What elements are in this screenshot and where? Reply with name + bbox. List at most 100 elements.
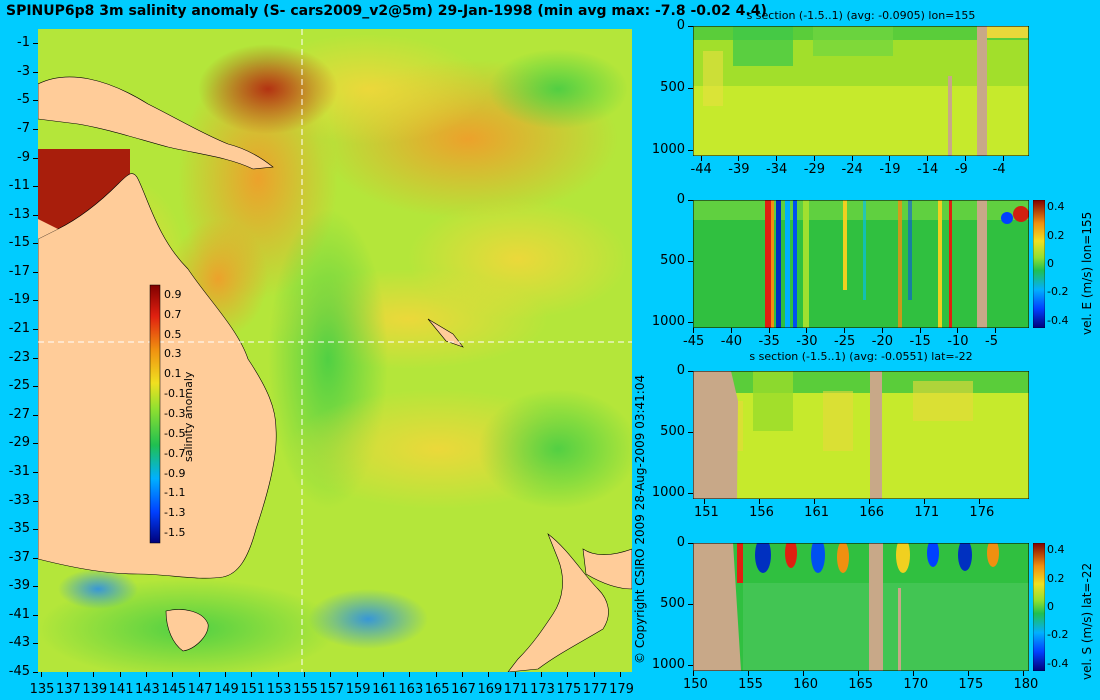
map-y-tick: [33, 71, 38, 73]
section-y-tick: [688, 26, 693, 27]
map-y-tick: [33, 529, 38, 531]
vel-e-section: [693, 200, 1029, 328]
map-y-tick-label: -29: [8, 435, 30, 451]
map-y-tick-label: -5: [17, 92, 30, 108]
panel-1-title: s section (-1.5..1) (avg: -0.0905) lon=1…: [746, 9, 976, 22]
map-y-tick: [33, 357, 38, 359]
section-x-tick-label: -14: [917, 162, 939, 177]
map-y-tick: [33, 243, 38, 245]
map-y-tick-label: -3: [17, 63, 30, 79]
map-y-tick: [33, 672, 38, 673]
section-x-tick-label: 151: [694, 505, 719, 520]
vel-s-colorbar: [1033, 543, 1045, 671]
map-x-tick-label: 159: [345, 682, 371, 697]
vel-s-section: [693, 543, 1029, 671]
salinity-colorbar-tick: -0.5: [164, 426, 186, 440]
section-x-tick-label: 180: [1013, 677, 1039, 692]
section-x-tick-label: 150: [683, 677, 708, 692]
section-x-tick-label: -25: [834, 334, 856, 349]
salinity-colorbar-tick: -0.1: [164, 387, 186, 401]
map-y-tick-label: -9: [17, 149, 30, 165]
salinity-colorbar-tick: 0.5: [164, 327, 182, 341]
section-x-tick: [869, 499, 871, 504]
map-y-tick-label: -39: [8, 578, 30, 594]
section-x-tick-label: -40: [720, 334, 742, 349]
salinity-colorbar-tick: 0.7: [164, 307, 182, 321]
section-x-tick: [768, 328, 770, 333]
map-x-tick: [66, 672, 68, 677]
map-x-tick: [383, 672, 385, 677]
map-y-tick: [33, 557, 38, 559]
map-x-tick: [356, 672, 358, 677]
section-x-tick: [704, 499, 706, 504]
velocity-colorbar-tick: 0.4: [1047, 543, 1065, 557]
map-y-tick: [33, 300, 38, 302]
section-x-tick-label: -4: [992, 162, 1006, 177]
map-y-tick: [33, 586, 38, 588]
map-x-tick: [541, 672, 543, 677]
map-y-tick-label: -1: [17, 35, 30, 51]
section-y-tick: [688, 87, 693, 89]
section-x-tick: [738, 156, 740, 161]
section-x-tick: [748, 671, 750, 676]
map-y-tick: [33, 471, 38, 473]
section-y-tick-label: 1000: [651, 656, 685, 672]
section-x-tick-label: -5: [985, 334, 998, 349]
map-y-tick: [33, 443, 38, 445]
map-y-tick-label: -45: [8, 664, 30, 679]
map-y-tick-label: -19: [8, 292, 30, 308]
section-x-tick: [1023, 671, 1025, 676]
section-x-tick: [957, 328, 959, 333]
section-x-tick: [889, 156, 891, 161]
map-x-tick-label: 137: [55, 682, 81, 697]
section-y-tick: [688, 321, 693, 323]
section-x-tick: [844, 328, 845, 333]
section-y-tick-label: 0: [676, 535, 685, 550]
section-x-tick-label: -35: [758, 334, 780, 349]
map-x-tick: [277, 672, 279, 677]
velocity-colorbar-tick: 0: [1047, 600, 1054, 613]
panel-3-title: s section (-1.5..1) (avg: -0.0551) lat=-…: [749, 350, 973, 363]
velocity-colorbar-tick: -0.2: [1047, 285, 1069, 299]
section-x-tick: [858, 671, 860, 676]
section-x-tick: [968, 671, 970, 676]
figure-title: SPINUP6p8 3m salinity anomaly (S- cars20…: [6, 3, 767, 19]
map-y-tick-label: -35: [8, 521, 30, 537]
map-y-tick: [33, 186, 38, 188]
salinity-colorbar-tick: 0.1: [164, 367, 182, 381]
land-new-zealand: [507, 533, 609, 672]
section-x-tick: [730, 328, 732, 333]
section-y-tick: [688, 664, 693, 666]
salinity-colorbar-tick: -1.3: [164, 506, 186, 520]
map-x-tick-label: 151: [240, 682, 266, 697]
section-x-tick: [913, 671, 915, 676]
s-section-lon: [693, 26, 1029, 156]
map-y-tick: [33, 614, 38, 616]
velocity-colorbar-tick: 0.4: [1047, 200, 1065, 214]
map-y-tick: [33, 214, 38, 216]
salinity-colorbar-label: salinity anomaly: [182, 371, 195, 462]
map-y-tick: [33, 329, 38, 331]
section-x-tick-label: 175: [958, 677, 984, 692]
map-x-tick: [251, 672, 253, 677]
section-x-tick: [693, 671, 694, 676]
vel-e-colorbar: [1033, 200, 1045, 328]
salinity-colorbar-tick: -0.7: [164, 446, 186, 460]
section-y-tick: [688, 149, 693, 151]
section-x-tick-label: 176: [969, 505, 995, 520]
velocity-colorbar-tick: -0.4: [1047, 656, 1069, 670]
section-y-tick-label: 1000: [651, 484, 685, 500]
velocity-colorbar-tick: -0.4: [1047, 313, 1069, 327]
velocity-colorbar-tick: 0.2: [1047, 228, 1065, 242]
map-y-tick-label: -33: [8, 492, 30, 508]
salinity-colorbar-tick: -0.3: [164, 407, 186, 420]
section-x-tick-label: -45: [683, 334, 705, 349]
map-y-tick-label: -43: [8, 635, 30, 651]
map-x-tick: [225, 672, 227, 677]
land-png: [38, 76, 274, 170]
section-x-tick-label: -34: [766, 162, 788, 177]
section-y-tick-label: 1000: [651, 141, 685, 157]
map-x-tick: [593, 672, 595, 677]
section-x-tick: [919, 328, 921, 333]
map-x-tick: [93, 672, 95, 677]
